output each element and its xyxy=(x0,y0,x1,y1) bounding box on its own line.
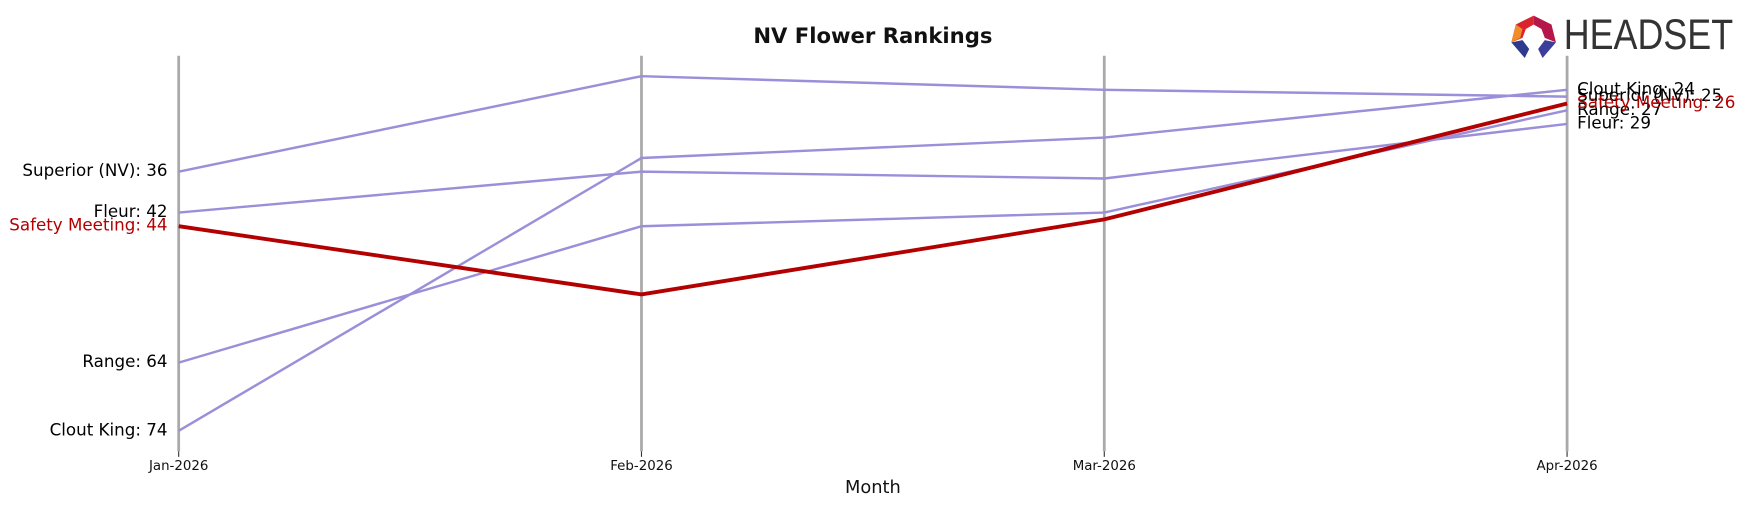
series-line xyxy=(178,101,1568,297)
series-line xyxy=(178,74,1568,173)
x-tick-label: Mar-2026 xyxy=(1073,459,1136,474)
value-label: Range: 27 xyxy=(1577,99,1662,119)
value-label: Superior (NV): 25 xyxy=(1577,85,1722,105)
value-label: Clout King: 74 xyxy=(50,419,168,439)
series-line xyxy=(178,88,1568,432)
x-tick-label: Feb-2026 xyxy=(610,459,672,474)
value-label: Fleur: 42 xyxy=(94,201,168,221)
x-axis-label: Month xyxy=(845,477,901,498)
x-tick-label: Apr-2026 xyxy=(1537,459,1598,474)
value-label: Superior (NV): 36 xyxy=(22,160,167,180)
logo: HEADSET xyxy=(1511,11,1733,58)
value-label: Range: 64 xyxy=(82,351,167,371)
value-label: Safety Meeting: 26 xyxy=(1577,92,1735,112)
chart-title: NV Flower Rankings xyxy=(753,23,992,48)
value-label: Safety Meeting: 44 xyxy=(9,215,167,235)
logo-shape xyxy=(1538,40,1556,58)
value-label: Clout King: 24 xyxy=(1577,78,1695,98)
logo-text: HEADSET xyxy=(1564,11,1733,58)
logo-shape xyxy=(1511,24,1523,43)
logo-shape xyxy=(1511,40,1530,58)
logo-shape xyxy=(1533,15,1556,43)
value-label: Fleur: 29 xyxy=(1577,112,1651,132)
series-line xyxy=(178,122,1568,214)
x-tick-label: Jan-2026 xyxy=(148,459,208,474)
